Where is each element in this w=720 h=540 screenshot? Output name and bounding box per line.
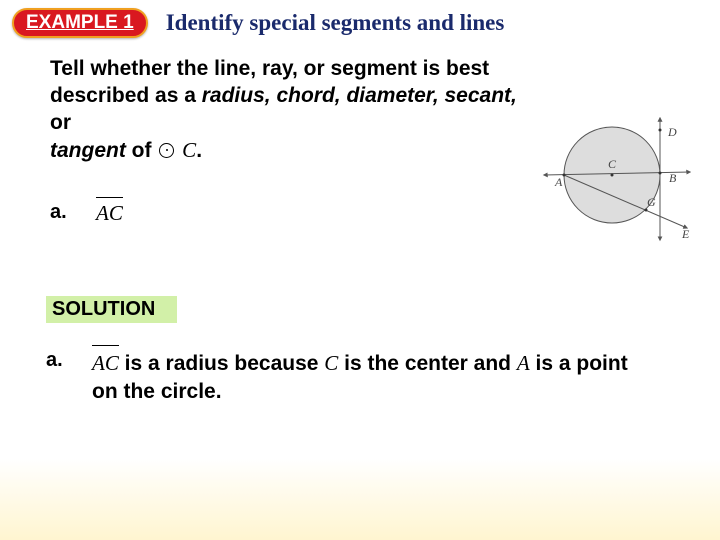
- diagram-label-D: D: [667, 125, 677, 139]
- segment-bar-icon: [92, 345, 119, 347]
- prompt-C: C: [182, 138, 196, 162]
- diagram-label-E: E: [681, 227, 690, 241]
- diagram-center-dot: [611, 174, 614, 177]
- diagram-label-C: C: [608, 157, 617, 171]
- prompt-of: of: [126, 139, 158, 162]
- segment-bar-icon: [96, 197, 123, 199]
- prompt-text: Tell whether the line, ray, or segment i…: [50, 56, 530, 165]
- solution-segment-AC: AC: [92, 349, 119, 377]
- prompt-line2or: or: [50, 111, 71, 134]
- solution-a-label: a.: [46, 349, 92, 407]
- prompt-line2a: described as a: [50, 84, 202, 107]
- diagram-point-A: [563, 174, 566, 177]
- diagram-label-A: A: [554, 175, 563, 189]
- sol-C: C: [324, 351, 338, 375]
- prompt-terms: radius, chord, diameter, secant,: [202, 84, 517, 107]
- prompt-dot: .: [196, 139, 202, 162]
- sol-A: A: [517, 351, 530, 375]
- diagram-label-B: B: [669, 171, 677, 185]
- example-title: Identify special segments and lines: [166, 10, 505, 36]
- prompt-line1: Tell whether the line, ray, or segment i…: [50, 57, 489, 80]
- segment-AC-text: AC: [96, 201, 123, 225]
- solution-a-text: AC is a radius because C is the center a…: [92, 349, 652, 407]
- sol-text-a: is a radius because: [119, 352, 324, 375]
- circle-diagram: A B C D E G: [542, 100, 692, 250]
- example-badge: EXAMPLE 1: [12, 8, 148, 38]
- solution-seg-text: AC: [92, 351, 119, 375]
- diagram-point-D: [659, 129, 662, 132]
- diagram-point-B: [659, 172, 662, 175]
- prompt-tangent: tangent: [50, 139, 126, 162]
- solution-heading: SOLUTION: [46, 296, 177, 323]
- sol-text-b: is the center and: [338, 352, 517, 375]
- diagram-label-G: G: [647, 195, 656, 209]
- segment-AC: AC: [96, 201, 123, 226]
- circle-symbol-icon: [159, 143, 174, 158]
- item-a-label: a.: [50, 201, 96, 224]
